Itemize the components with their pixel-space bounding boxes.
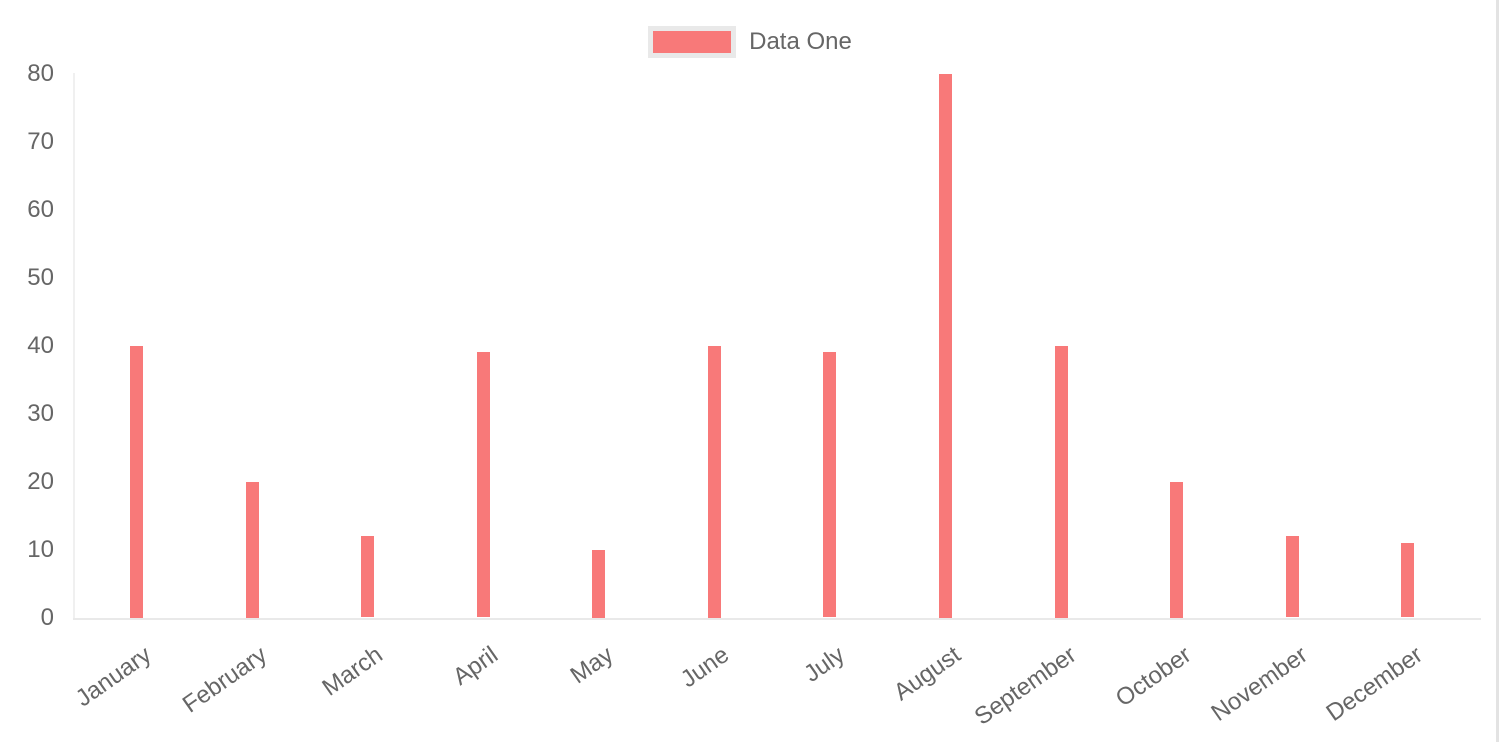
page-right-border (1496, 0, 1499, 742)
x-tick-label: October (1111, 641, 1197, 713)
x-tick-label: February (177, 641, 272, 719)
bar-december[interactable] (1401, 542, 1415, 618)
y-tick-label: 0 (40, 603, 54, 631)
bar-july[interactable] (823, 352, 837, 618)
bar-august[interactable] (939, 73, 953, 618)
y-tick-label: 40 (27, 331, 54, 359)
y-tick-label: 70 (27, 127, 54, 155)
bar-june[interactable] (707, 345, 721, 618)
legend: Data One (0, 26, 1500, 58)
legend-item-data-one[interactable]: Data One (648, 26, 852, 58)
y-tick-label: 50 (27, 263, 54, 291)
y-tick-label: 80 (27, 59, 54, 87)
x-tick-label: January (70, 641, 157, 713)
x-tick-label: November (1206, 641, 1313, 727)
x-tick-label: March (317, 641, 388, 702)
bar-april[interactable] (476, 352, 490, 618)
x-tick-label: August (888, 641, 966, 707)
x-tick-label: May (566, 641, 619, 690)
y-tick-label: 20 (27, 467, 54, 495)
bar-march[interactable] (361, 535, 375, 618)
x-tick-label: September (969, 641, 1082, 731)
bar-october[interactable] (1170, 481, 1184, 618)
y-tick-label: 10 (27, 535, 54, 563)
x-tick-label: December (1321, 641, 1428, 727)
x-tick-label: June (676, 641, 735, 694)
x-tick-label: July (799, 641, 850, 688)
legend-swatch-icon (648, 26, 737, 58)
bar-september[interactable] (1054, 345, 1068, 618)
x-tick-label: April (448, 641, 504, 691)
bar-may[interactable] (592, 549, 606, 618)
y-tick-label: 30 (27, 399, 54, 427)
bar-february[interactable] (245, 481, 259, 618)
x-axis-line (73, 617, 1481, 620)
bar-january[interactable] (129, 345, 143, 618)
y-tick-label: 60 (27, 195, 54, 223)
legend-label: Data One (749, 28, 852, 55)
y-axis-line (72, 73, 75, 619)
bar-november[interactable] (1285, 535, 1299, 618)
